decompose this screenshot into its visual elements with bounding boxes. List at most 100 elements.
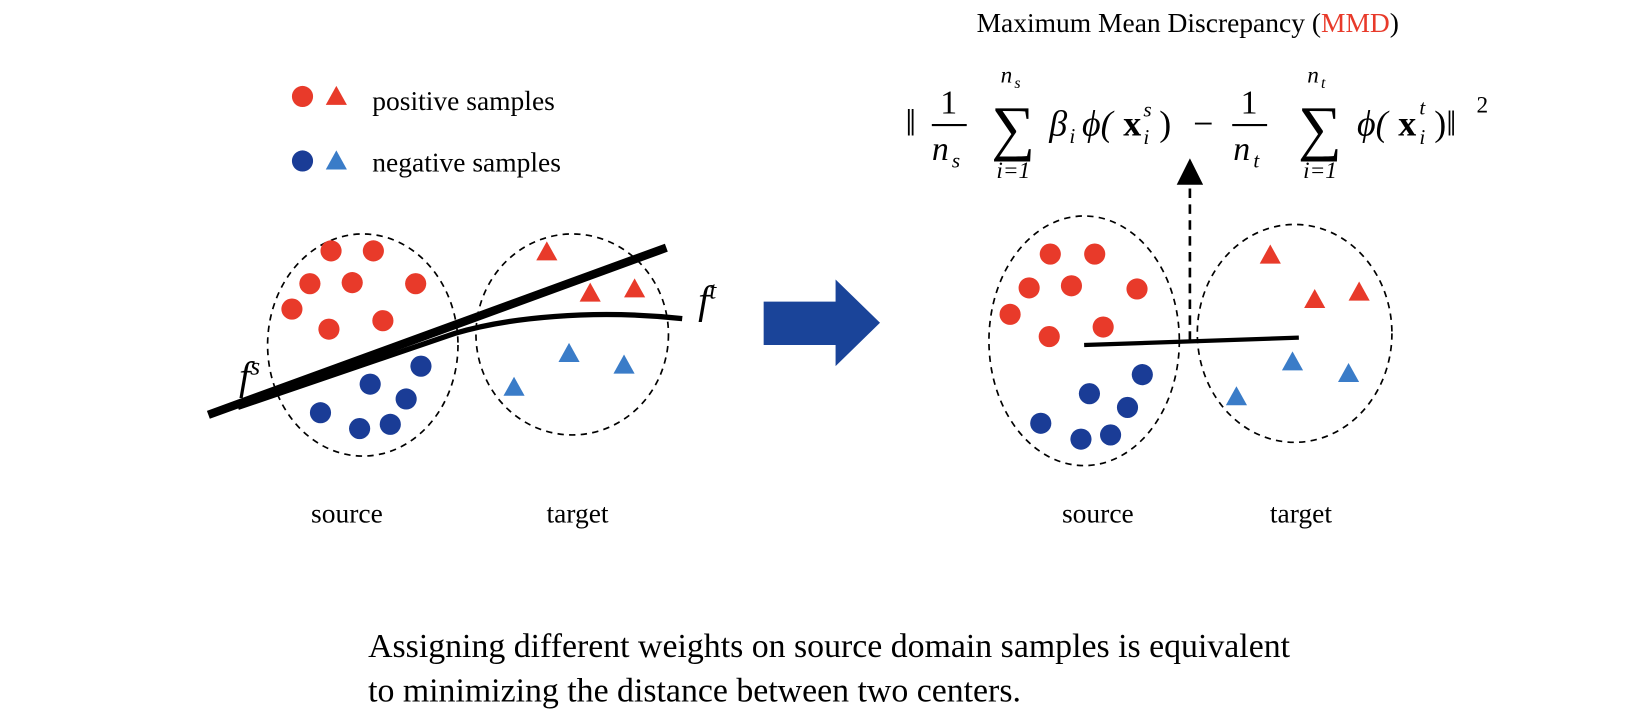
legend-positive: positive samples xyxy=(372,85,555,116)
legend-red-circle xyxy=(291,85,314,108)
sup: s xyxy=(250,353,260,381)
blue-points xyxy=(309,355,432,440)
formula-part: n xyxy=(1233,131,1250,168)
formula-part: n xyxy=(1307,63,1319,89)
triangle xyxy=(1225,386,1248,406)
point xyxy=(1060,275,1083,297)
left-diagram: fs ft source target xyxy=(206,233,717,529)
transform-arrow xyxy=(763,279,880,367)
f-t-label: ft xyxy=(698,276,717,322)
triangle xyxy=(624,278,646,298)
formula-part: ∑ xyxy=(991,94,1035,162)
target-ellipse xyxy=(1196,223,1393,444)
triangle xyxy=(1337,363,1360,383)
triangle xyxy=(1304,288,1326,308)
caption-line: to minimizing the distance between two c… xyxy=(368,672,1021,709)
formula-part: ∑ xyxy=(1298,94,1342,162)
point xyxy=(299,273,321,295)
formula-part: t xyxy=(1253,148,1260,172)
source-label: source xyxy=(311,498,383,529)
shared-classifier xyxy=(1084,335,1299,348)
point xyxy=(410,355,432,377)
point xyxy=(405,273,427,295)
point xyxy=(281,298,303,320)
point xyxy=(1084,243,1106,265)
point xyxy=(1030,412,1052,434)
target-classifier xyxy=(237,311,683,410)
right-diagram: source target xyxy=(988,158,1393,529)
point xyxy=(1126,278,1148,300)
formula-part: i xyxy=(1143,125,1149,149)
point xyxy=(1131,364,1153,386)
source-classifier xyxy=(206,243,668,419)
point xyxy=(999,303,1021,325)
formula-part: i xyxy=(1419,125,1425,149)
target-ellipse xyxy=(475,233,670,436)
point xyxy=(1100,424,1122,446)
point xyxy=(1039,243,1061,265)
formula-part: s xyxy=(1014,75,1020,92)
formula-part: x xyxy=(1398,104,1416,144)
target-label: target xyxy=(1270,498,1332,529)
legend-negative: negative samples xyxy=(372,147,561,178)
formula-part: t xyxy=(1419,95,1426,119)
triangle xyxy=(536,241,558,261)
point xyxy=(1092,316,1114,338)
triangle xyxy=(579,282,601,302)
point xyxy=(318,318,340,340)
formula-part: t xyxy=(1321,75,1326,92)
formula-part: x xyxy=(1123,104,1141,144)
title-highlight: MMD xyxy=(1321,7,1390,38)
triangle xyxy=(503,376,525,396)
title-suffix: ) xyxy=(1390,7,1399,38)
mmd-formula: ‖ 1 n s ∑ n s i=1 β i ϕ( x s i ) − 1 n t… xyxy=(905,63,1488,184)
legend-red-triangle xyxy=(325,85,347,105)
point xyxy=(1018,277,1040,299)
formula-part: ϕ( xyxy=(1082,104,1115,144)
triangle xyxy=(1259,244,1281,264)
point xyxy=(362,240,384,262)
triangle xyxy=(1348,281,1370,301)
title-prefix: Maximum Mean Discrepancy ( xyxy=(977,7,1321,38)
formula-part: )‖ xyxy=(1434,104,1456,144)
formula-part: 1 xyxy=(1241,84,1258,121)
source-label: source xyxy=(1062,498,1134,529)
legend: positive samples negative samples xyxy=(291,85,561,178)
f-s-label: fs xyxy=(239,353,260,399)
formula-part: 2 xyxy=(1477,92,1489,118)
formula-part: s xyxy=(1143,98,1151,122)
point xyxy=(1070,428,1092,450)
point xyxy=(320,240,342,262)
point xyxy=(395,388,417,410)
sup: t xyxy=(709,276,717,304)
point xyxy=(1078,383,1100,405)
mmd-title: Maximum Mean Discrepancy (MMD) xyxy=(977,7,1399,38)
point xyxy=(349,418,371,440)
target-label: target xyxy=(546,498,608,529)
formula-part: s xyxy=(952,148,960,172)
formula-part: ) xyxy=(1159,104,1171,144)
formula-part: n xyxy=(932,131,949,168)
formula-part: β xyxy=(1048,104,1067,144)
triangle xyxy=(1281,351,1304,371)
legend-blue-triangle xyxy=(325,150,347,170)
formula-part: n xyxy=(1001,63,1013,89)
formula-part: i xyxy=(1069,124,1075,148)
formula-part: 1 xyxy=(940,84,957,121)
point xyxy=(341,272,363,294)
formula-part: − xyxy=(1193,104,1213,144)
point xyxy=(379,413,401,435)
source-ellipse xyxy=(266,233,459,457)
point xyxy=(372,310,394,332)
point xyxy=(359,373,381,395)
point xyxy=(1116,396,1139,418)
formula-part: ϕ( xyxy=(1357,104,1390,144)
triangle xyxy=(558,342,580,362)
formula-part: i=1 xyxy=(1303,158,1337,184)
red-points xyxy=(281,240,427,340)
legend-blue-circle xyxy=(291,150,314,172)
formula-part: ‖ xyxy=(905,103,916,145)
point xyxy=(309,402,332,424)
